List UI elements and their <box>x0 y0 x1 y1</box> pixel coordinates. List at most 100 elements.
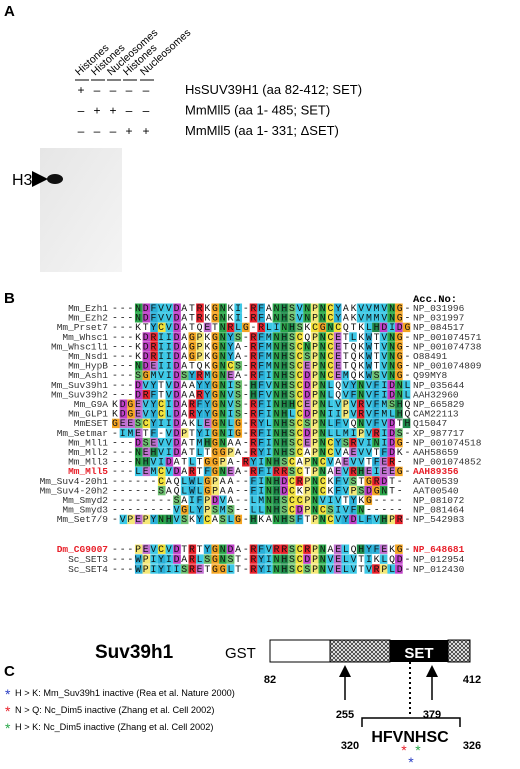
residue-shade <box>364 418 373 429</box>
residue-shade <box>379 332 388 342</box>
residue-shade <box>257 505 265 515</box>
residue-shade <box>234 428 243 438</box>
residue-shade <box>318 322 327 333</box>
residue-shade <box>257 564 265 574</box>
residue-shade <box>165 361 174 371</box>
residue-shade <box>173 418 181 429</box>
residue-shade <box>341 505 350 515</box>
residue-shade <box>226 361 235 371</box>
residue-shade <box>349 514 357 525</box>
residue-shade <box>326 399 334 409</box>
residue-shade <box>364 351 373 361</box>
residue-shade <box>157 303 166 313</box>
residue-shade <box>280 361 288 371</box>
residue-shade <box>372 564 380 574</box>
residue-shade <box>364 447 373 457</box>
accession: NP_001074571 <box>413 332 482 343</box>
residue-shade <box>257 351 265 361</box>
residue-shade <box>203 418 212 429</box>
residue-shade <box>196 303 204 313</box>
residue-shade <box>265 476 273 486</box>
residue-shade <box>272 437 281 448</box>
residue-shade <box>310 313 319 323</box>
residue-shade <box>173 495 181 505</box>
residue-shade <box>280 564 288 574</box>
residue-shade <box>180 485 189 496</box>
residue-shade <box>333 399 342 409</box>
residue-shade <box>219 544 227 554</box>
residue-shade <box>219 303 227 313</box>
sign: + <box>125 124 132 138</box>
residue-shade <box>387 418 396 429</box>
residue-shade <box>326 418 334 429</box>
residue-shade <box>295 332 304 342</box>
residue-shade <box>219 505 227 515</box>
residue-shade <box>303 457 311 467</box>
residue-shade <box>333 370 342 381</box>
residue-shade <box>310 485 319 496</box>
residue-shade <box>303 380 311 390</box>
residue-shade <box>234 322 243 333</box>
residue-shade <box>379 476 388 486</box>
residue-shade <box>372 370 380 381</box>
residue-shade <box>157 514 166 525</box>
residue-shade <box>364 361 373 371</box>
residue-shade <box>310 409 319 419</box>
residue-shade <box>379 466 388 477</box>
residue-shade <box>188 466 197 477</box>
residue-shade <box>150 341 158 352</box>
sign: + <box>93 104 100 118</box>
residue-shade <box>295 466 304 477</box>
residue-shade <box>127 428 135 438</box>
residue-shade <box>356 485 365 496</box>
residue-shade <box>318 514 327 525</box>
residue-shade <box>387 457 396 467</box>
residue-shade <box>234 409 243 419</box>
residue-shade <box>349 437 357 448</box>
gel <box>40 148 122 272</box>
residue-shade <box>326 564 334 574</box>
residue-shade <box>295 361 304 371</box>
residue-shade <box>379 485 388 496</box>
residue-shade <box>379 514 388 525</box>
residue-shade <box>272 341 281 352</box>
residue-shade <box>295 447 304 457</box>
accession: Q99MY8 <box>413 370 448 381</box>
residue-shade <box>265 544 273 554</box>
residue-shade <box>280 466 288 477</box>
residue-shade <box>326 370 334 381</box>
residue-shade <box>333 476 342 486</box>
residue-shade <box>272 466 281 477</box>
residue-shade <box>219 514 227 525</box>
sequence: KDGEVYCIDARFYGNVS-RFINHHCEPNLVPVRVFMSHQ <box>112 399 410 410</box>
legend-text: H > K: Mm_Suv39h1 inactive (Rea et al. N… <box>15 688 235 698</box>
protein-box <box>269 639 331 663</box>
sign: + <box>109 104 116 118</box>
motif-star: * <box>415 742 421 758</box>
residue-shade <box>150 544 158 554</box>
protein-name: Mm_Ash1 <box>68 370 108 381</box>
residue-shade <box>134 437 143 448</box>
residue-shade <box>196 428 204 438</box>
residue-shade <box>196 389 204 400</box>
residue-shade <box>188 485 197 496</box>
residue-shade <box>249 457 258 467</box>
residue-shade <box>127 514 135 525</box>
residue-shade <box>272 457 281 467</box>
residue-shade <box>280 399 288 409</box>
residue-shade <box>134 303 143 313</box>
sign: – <box>94 124 101 138</box>
residue-shade <box>150 380 158 390</box>
residue-shade <box>211 303 220 313</box>
residue-shade <box>188 505 197 515</box>
column-header: Acc.No: <box>413 294 457 306</box>
residue-shade <box>310 437 319 448</box>
residue-shade <box>157 544 166 554</box>
residue-shade <box>303 361 311 371</box>
residue-shade <box>249 514 258 525</box>
residue-shade <box>280 476 288 486</box>
residue-shade <box>310 370 319 381</box>
residue-shade <box>142 313 151 323</box>
residue-shade <box>349 466 357 477</box>
residue-shade <box>395 332 403 342</box>
